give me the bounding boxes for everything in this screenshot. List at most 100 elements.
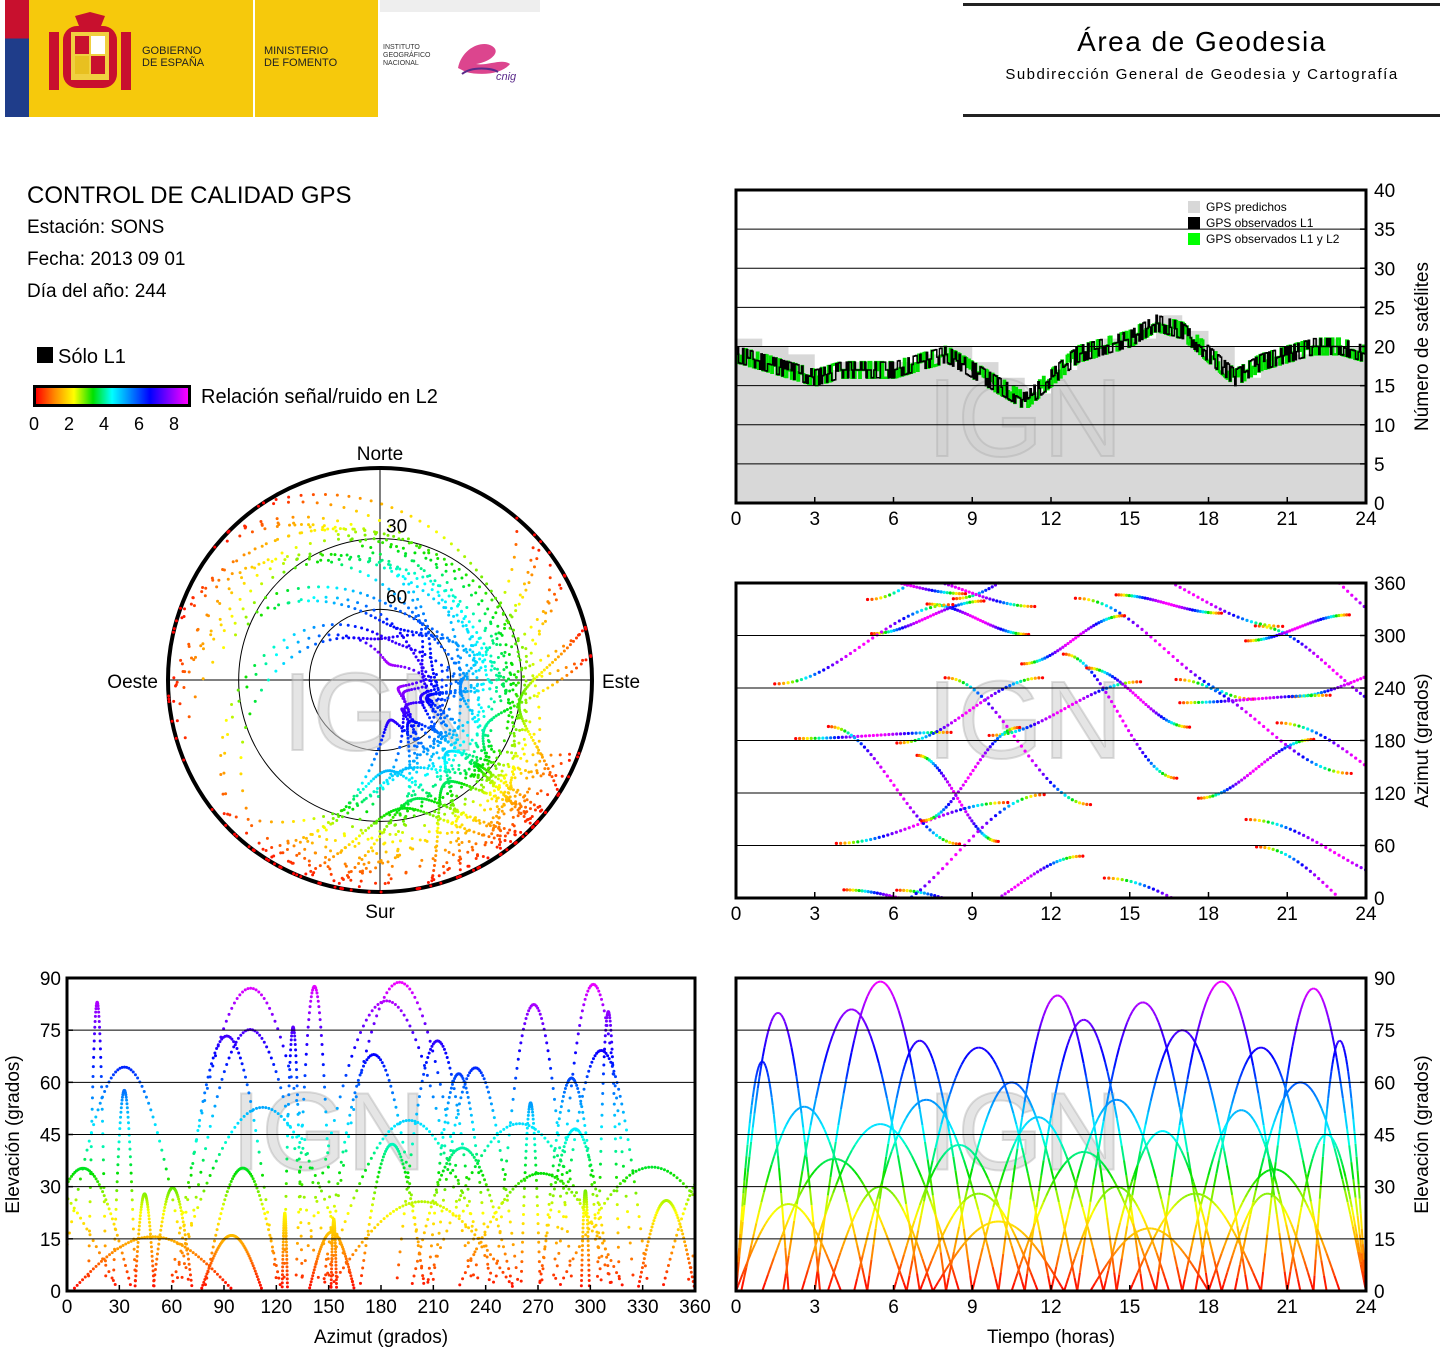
sky-point [441,864,445,868]
sky-point [460,576,464,580]
sky-point [509,682,513,686]
sky-point [261,847,265,851]
azimuth-point [1070,702,1075,707]
sky-point [244,566,248,570]
sky-point [481,653,485,657]
azimuth-point [1127,680,1131,685]
azimuth-point [1323,766,1327,770]
sky-point [226,733,230,737]
azimuth-point [1201,610,1205,614]
azimuth-point [1227,699,1231,703]
elaz-point [426,1278,430,1282]
elaz-point [581,1222,585,1226]
sky-point [457,718,461,722]
elaz-point [598,1189,602,1193]
azimuth-point [1180,662,1184,666]
elaz-point [489,1220,493,1224]
azimuth-point [1140,627,1144,631]
sky-point [506,720,510,724]
azimuth-point [1222,789,1226,793]
azimuth-point [951,597,955,601]
azimuth-point [923,884,927,888]
sky-point [461,624,465,628]
sky-point [525,798,529,802]
elaz-point [197,1124,201,1128]
elaz-point [413,1222,417,1226]
elaz-point [596,1260,600,1264]
elaz-point [442,1206,446,1210]
sky-point [486,799,490,803]
sky-point [442,557,446,561]
azimuth-point [925,602,929,606]
sky-point [481,732,485,736]
elaz-point [577,1090,581,1094]
sky-point [259,520,263,524]
azimuth-point [1148,597,1152,601]
azimuth-point [1254,638,1258,642]
elaz-point [133,1258,137,1262]
elaz-point [212,1239,216,1243]
sky-point [281,820,285,824]
sky-point [401,537,405,541]
sky-point [518,728,522,732]
sky-point [407,666,411,670]
azimuth-point [1312,873,1317,877]
azimuth-point [1132,594,1137,598]
sky-point [421,650,425,654]
elaz-point [684,1244,688,1248]
azimuth-point [948,606,952,610]
azimuth-point [892,783,896,787]
sky-point [525,818,529,822]
sky-point [437,811,441,815]
azimuth-point [1254,621,1258,625]
sky-point [529,800,533,804]
azimuth-point [887,894,892,898]
sky-point [347,605,351,609]
y-tick-label: 240 [1374,679,1406,700]
sky-point [572,662,576,666]
sky-point [341,636,345,640]
elaz-point [457,1214,461,1218]
sky-point [235,834,239,838]
sky-point [472,818,476,822]
azimuth-point [1040,676,1045,680]
sky-point [444,569,448,573]
azimuth-point [1271,821,1275,825]
azimuth-point [881,892,886,896]
azimuth-point [979,694,984,698]
sky-point [436,584,440,588]
elaz-point [297,1145,301,1149]
azimuth-point [892,628,896,633]
sky-point [475,640,479,644]
sky-point [343,587,347,591]
azimuth-point [1212,700,1216,704]
elaz-point [229,1180,233,1184]
elaz-point [300,1274,304,1278]
elaz-point [649,1228,653,1232]
azimuth-point [922,891,926,895]
elaz-point [176,1195,180,1199]
elaz-point [562,1090,566,1094]
sky-point [473,690,477,694]
elaz-point [110,1276,114,1280]
elaz-point [370,1229,374,1233]
elaz-point [525,1012,529,1016]
sky-point [430,767,434,771]
azimuth-point [1027,661,1032,665]
elaz-point [683,1240,687,1244]
sky-point [405,794,409,798]
azimuth-point [974,824,978,828]
sky-point [345,553,349,557]
azimuth-point [1159,600,1163,604]
sky-point [442,818,446,822]
azimuth-point [1120,614,1124,618]
azimuth-point [998,810,1002,814]
sky-point [428,574,432,578]
sky-point [553,592,557,596]
sky-point [386,533,390,537]
elaz-point [183,1241,187,1245]
azimuth-point [1328,848,1332,852]
azimuth-point [1337,613,1341,618]
elaz-point [381,1155,385,1159]
azimuth-point [879,765,883,769]
